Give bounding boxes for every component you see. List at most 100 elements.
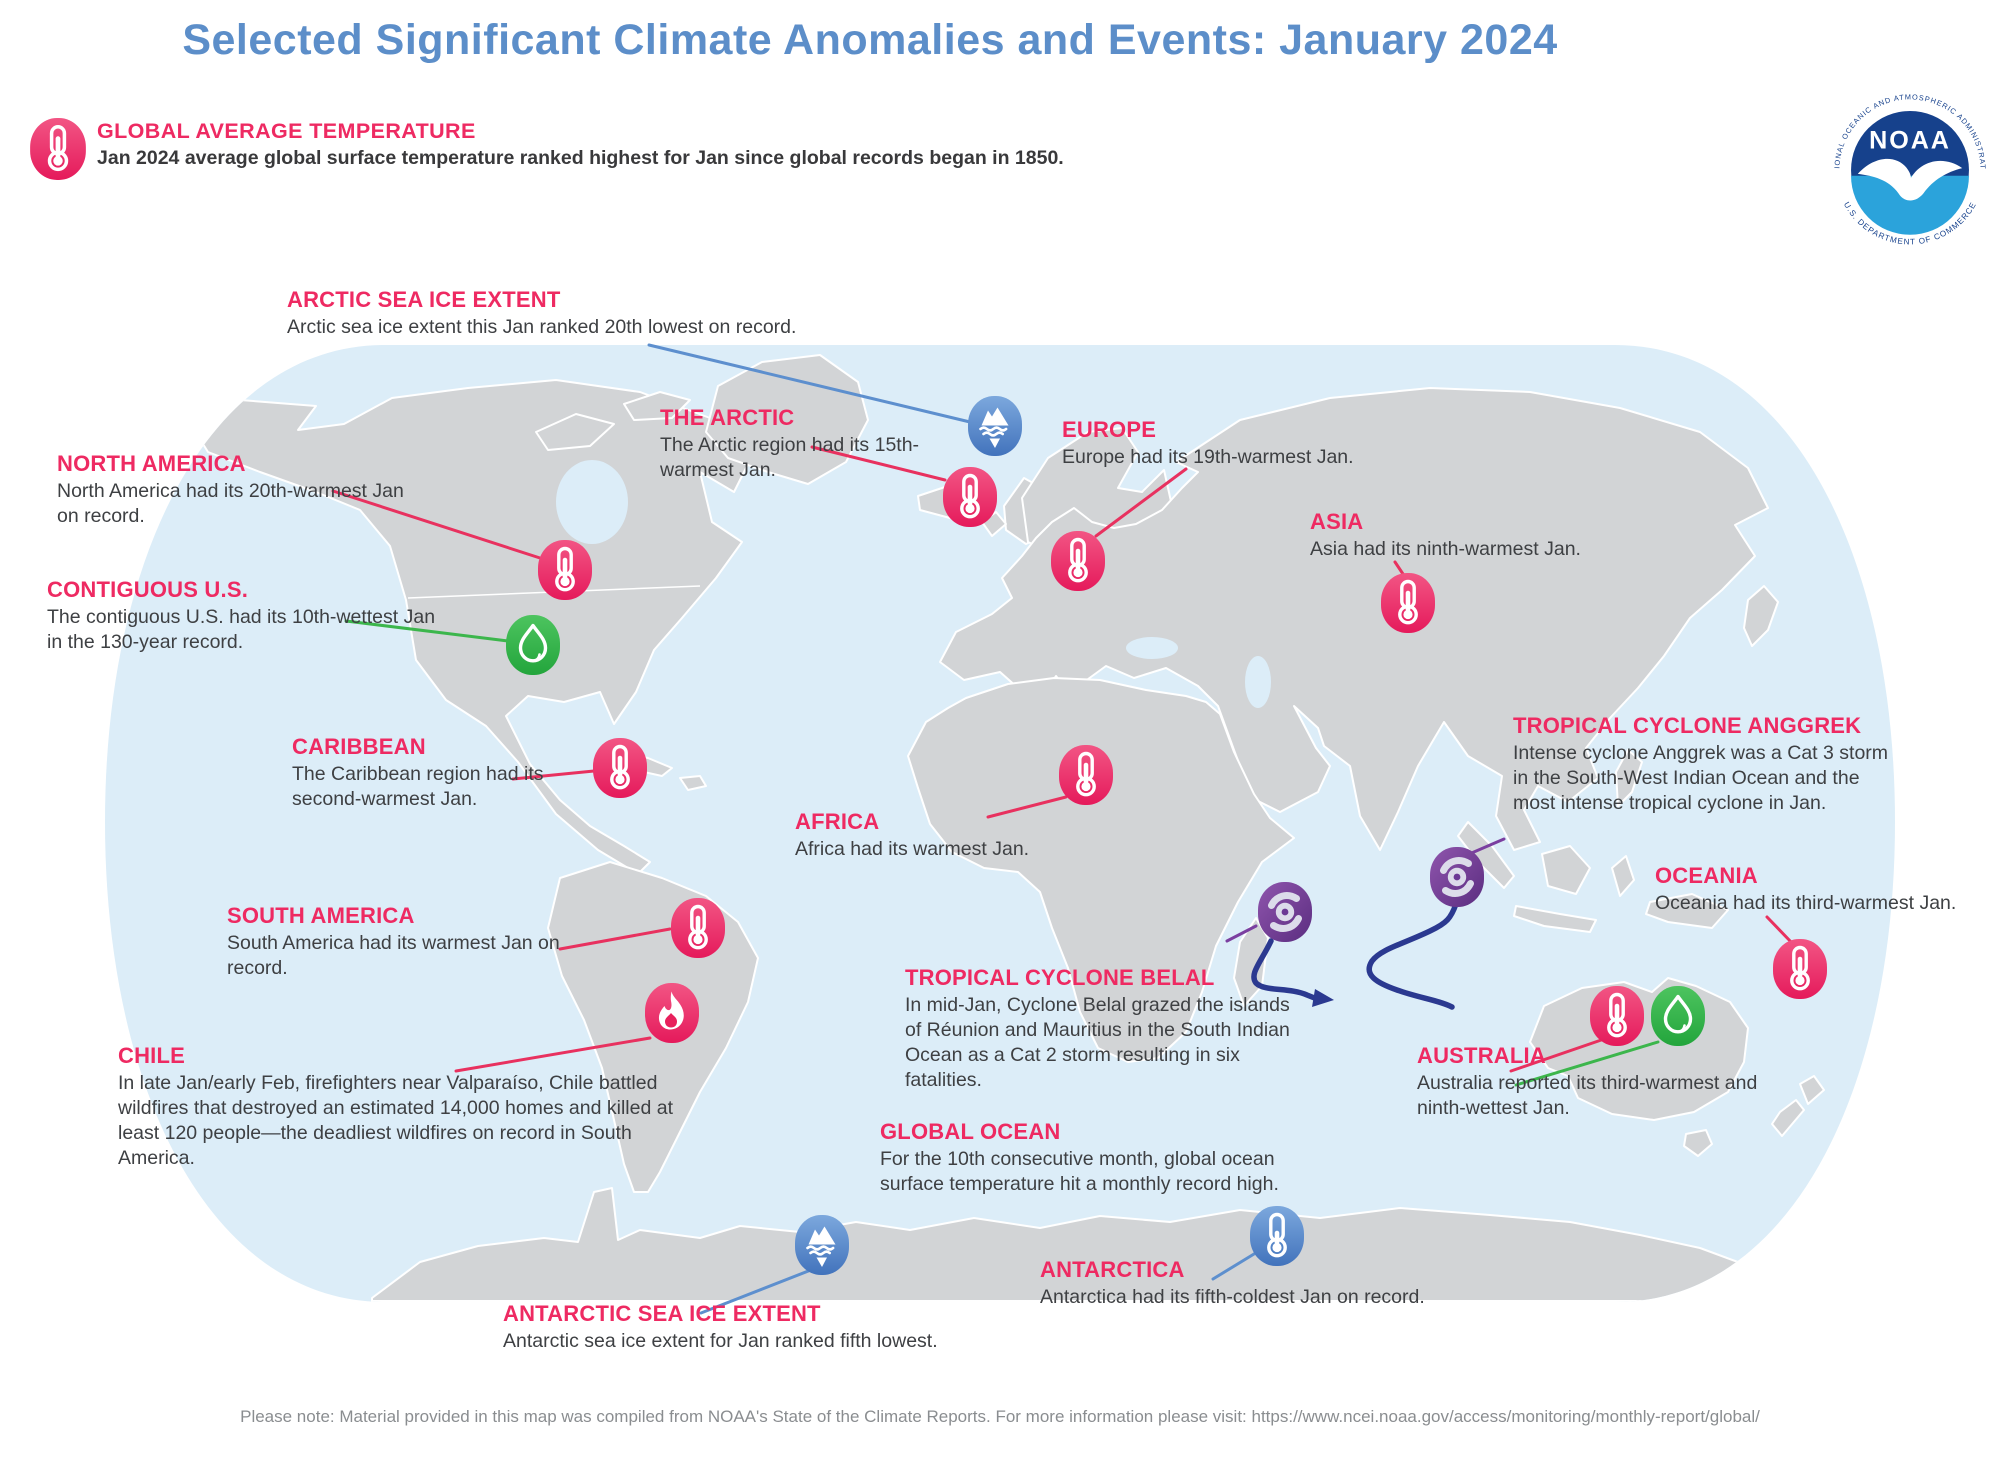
- annotation-australia: AUSTRALIA Australia reported its third-w…: [1417, 1044, 1777, 1121]
- annotation-heading: THE ARCTIC: [660, 405, 795, 430]
- annotation-heading: AUSTRALIA: [1417, 1043, 1546, 1068]
- noaa-logo: NOAA NATIONAL OCEANIC AND ATMOSPHERIC AD…: [1824, 84, 1996, 256]
- annotation-heading: CONTIGUOUS U.S.: [47, 577, 249, 602]
- annotation-arctic-sea-ice-extent: ARCTIC SEA ICE EXTENT Arctic sea ice ext…: [287, 288, 927, 340]
- leader-line-the-arctic: [810, 445, 947, 482]
- arctic-thermometer-icon: [942, 466, 998, 528]
- leader-line-contiguous-us: [344, 619, 510, 643]
- annotation-body: Intense cyclone Anggrek was a Cat 3 stor…: [1513, 742, 1889, 814]
- annotation-heading: OCEANIA: [1655, 863, 1758, 888]
- hudson-bay: [556, 460, 628, 544]
- annotation-heading: CARIBBEAN: [292, 734, 426, 759]
- annotation-heading: NORTH AMERICA: [57, 451, 246, 476]
- annotation-heading: ANTARCTIC SEA ICE EXTENT: [503, 1301, 821, 1326]
- landmass-new-guinea: [1645, 893, 1729, 929]
- leader-line-caribbean: [511, 769, 596, 781]
- global-summary-body: Jan 2024 average global surface temperat…: [97, 147, 1064, 169]
- landmass-sulawesi: [1611, 855, 1635, 897]
- noaa-logo-bird-icon: [1857, 158, 1963, 201]
- annotation-chile: CHILE In late Jan/early Feb, firefighter…: [118, 1044, 678, 1171]
- landmass-arctic-islands: [623, 391, 691, 421]
- south-america-thermometer-icon: [670, 897, 726, 959]
- leader-line-europe: [1094, 467, 1188, 538]
- leader-line-antarctica: [1211, 1252, 1256, 1281]
- leader-line-north-america: [331, 489, 542, 560]
- annotation-europe: EUROPE Europe had its 19th-warmest Jan.: [1062, 418, 1482, 470]
- antarctic-sea-ice-iceberg-icon: [794, 1214, 850, 1276]
- leader-line-belal: [1225, 924, 1258, 943]
- noaa-logo-sea: [1851, 175, 1969, 235]
- landmass-japan: [1743, 585, 1779, 647]
- annotation-antarctica: ANTARCTICA Antarctica had its fifth-cold…: [1040, 1258, 1510, 1310]
- annotation-heading: CHILE: [118, 1043, 185, 1068]
- annotation-body: In late Jan/early Feb, firefighters near…: [118, 1072, 673, 1169]
- annotation-body: The Arctic region had its 15th-warmest J…: [660, 434, 920, 481]
- annotation-heading: ASIA: [1310, 509, 1364, 534]
- australia-thermometer-icon: [1589, 985, 1645, 1047]
- leader-line-australia-wet: [1514, 1040, 1660, 1087]
- leader-line-antarctic-sea-ice: [699, 1266, 818, 1315]
- chile-fire-icon: [644, 982, 700, 1044]
- oceania-thermometer-icon: [1772, 938, 1828, 1000]
- annotation-contiguous-us: CONTIGUOUS U.S. The contiguous U.S. had …: [47, 578, 447, 655]
- annotation-tropical-cyclone-anggrek: TROPICAL CYCLONE ANGGREK Intense cyclone…: [1513, 714, 1893, 816]
- annotation-body: The Caribbean region had its second-warm…: [292, 763, 544, 810]
- cyclone-track-belal-arrowhead: [1312, 989, 1334, 1007]
- leader-line-chile: [454, 1036, 652, 1073]
- landmass-arctic-islands: [535, 413, 615, 451]
- annotation-heading: ARCTIC SEA ICE EXTENT: [287, 287, 561, 312]
- africa-thermometer-icon: [1058, 744, 1114, 806]
- landmass-sumatra: [1457, 821, 1515, 889]
- contiguous-us-water-drop-icon: [505, 614, 561, 676]
- annotation-caribbean: CARIBBEAN The Caribbean region had its s…: [292, 735, 552, 812]
- noaa-logo-wordmark: NOAA: [1869, 127, 1951, 155]
- leader-line-south-america: [558, 927, 672, 951]
- cyclone-track-anggrek: [1366, 901, 1459, 1010]
- leader-line-australia-warm: [1509, 1035, 1612, 1073]
- annotation-asia: ASIA Asia had its ninth-warmest Jan.: [1310, 510, 1650, 562]
- annotation-heading: GLOBAL OCEAN: [880, 1119, 1061, 1144]
- landmass-eurasia: [939, 387, 1769, 851]
- leader-line-arctic-sea-ice: [647, 343, 972, 424]
- australia-water-drop-icon: [1650, 985, 1706, 1047]
- annotation-heading: TROPICAL CYCLONE ANGGREK: [1513, 713, 1862, 738]
- annotation-body: Africa had its warmest Jan.: [795, 838, 1030, 860]
- caspian-sea: [1245, 656, 1271, 708]
- annotation-global-ocean: GLOBAL OCEAN For the 10th consecutive mo…: [880, 1120, 1330, 1197]
- annotation-body: Europe had its 19th-warmest Jan.: [1062, 446, 1354, 468]
- annotation-body: Asia had its ninth-warmest Jan.: [1310, 538, 1581, 560]
- landmass-borneo: [1541, 845, 1591, 895]
- annotation-heading: SOUTH AMERICA: [227, 903, 415, 928]
- annotation-body: Oceania had its third-warmest Jan.: [1655, 892, 1957, 914]
- annotation-body: The contiguous U.S. had its 10th-wettest…: [47, 606, 436, 653]
- annotation-the-arctic: THE ARCTIC The Arctic region had its 15t…: [660, 406, 920, 483]
- annotation-body: South America had its warmest Jan on rec…: [227, 932, 560, 979]
- leader-line-africa: [986, 795, 1068, 819]
- annotation-africa: AFRICA Africa had its warmest Jan.: [795, 810, 1105, 862]
- landmass-tasmania: [1683, 1129, 1713, 1157]
- belal-cyclone-icon: [1257, 881, 1313, 943]
- landmass-africa: [907, 677, 1295, 1063]
- north-america-thermometer-icon: [537, 539, 593, 601]
- annotation-south-america: SOUTH AMERICA South America had its warm…: [227, 904, 572, 981]
- annotation-body: Antarctica had its fifth-coldest Jan on …: [1040, 1286, 1425, 1308]
- annotation-body: In mid-Jan, Cyclone Belal grazed the isl…: [905, 994, 1290, 1091]
- annotation-north-america: NORTH AMERICA North America had its 20th…: [57, 452, 407, 529]
- annotation-body: Australia reported its third-warmest and…: [1417, 1072, 1758, 1119]
- annotation-heading: ANTARCTICA: [1040, 1257, 1185, 1282]
- page-title: Selected Significant Climate Anomalies a…: [182, 16, 1558, 64]
- landmass-antarctica: [371, 1187, 1798, 1302]
- global-temperature-thermometer-icon: [28, 117, 88, 181]
- annotation-oceania: OCEANIA Oceania had its third-warmest Ja…: [1655, 864, 2000, 916]
- annotation-body: Arctic sea ice extent this Jan ranked 20…: [287, 316, 797, 338]
- asia-thermometer-icon: [1380, 572, 1436, 634]
- annotation-antarctic-sea-ice-extent: ANTARCTIC SEA ICE EXTENT Antarctic sea i…: [503, 1302, 1043, 1354]
- landmass-new-zealand: [1771, 1099, 1805, 1137]
- landmass-new-zealand: [1799, 1075, 1825, 1105]
- cyclone-track-belal: [1251, 938, 1320, 1002]
- annotation-heading: AFRICA: [795, 809, 880, 834]
- annotation-heading: TROPICAL CYCLONE BELAL: [905, 965, 1215, 990]
- annotation-body: North America had its 20th-warmest Jan o…: [57, 480, 404, 527]
- landmass-philippines: [1615, 749, 1643, 807]
